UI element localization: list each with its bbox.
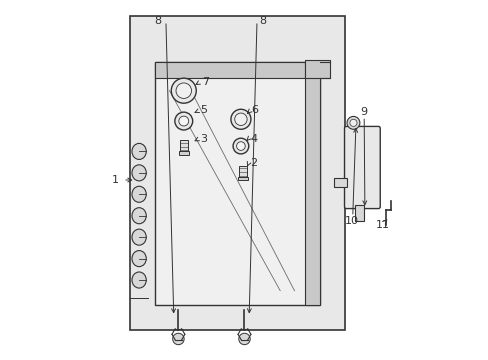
Bar bbox=[130, 16, 344, 330]
Ellipse shape bbox=[132, 186, 146, 202]
Text: 7: 7 bbox=[201, 77, 208, 87]
Ellipse shape bbox=[132, 229, 146, 245]
Ellipse shape bbox=[132, 143, 146, 159]
Text: 6: 6 bbox=[251, 105, 258, 115]
Circle shape bbox=[230, 109, 250, 129]
Bar bbox=[305, 62, 319, 305]
Circle shape bbox=[234, 113, 246, 126]
Circle shape bbox=[179, 116, 188, 126]
Bar bbox=[155, 62, 319, 78]
Ellipse shape bbox=[132, 208, 146, 224]
Circle shape bbox=[176, 83, 191, 98]
Bar bbox=[237, 177, 247, 180]
Text: 2: 2 bbox=[250, 158, 257, 168]
Circle shape bbox=[172, 333, 184, 345]
Text: 3: 3 bbox=[200, 134, 206, 144]
Circle shape bbox=[175, 112, 192, 130]
Text: 8: 8 bbox=[154, 16, 162, 26]
Ellipse shape bbox=[132, 251, 146, 267]
Circle shape bbox=[346, 116, 359, 129]
Bar bbox=[155, 62, 319, 305]
Text: 8: 8 bbox=[258, 16, 265, 26]
Ellipse shape bbox=[132, 272, 146, 288]
Bar bbox=[305, 60, 329, 78]
Text: 1: 1 bbox=[112, 175, 119, 185]
Text: 10: 10 bbox=[344, 216, 358, 226]
Text: 9: 9 bbox=[360, 107, 367, 117]
Circle shape bbox=[349, 119, 356, 126]
Text: 5: 5 bbox=[200, 105, 206, 115]
Bar bbox=[178, 152, 188, 155]
Bar bbox=[333, 178, 346, 187]
Bar bbox=[238, 166, 246, 177]
Text: 4: 4 bbox=[250, 134, 257, 144]
Circle shape bbox=[171, 78, 196, 103]
Text: 11: 11 bbox=[375, 220, 389, 230]
Circle shape bbox=[233, 138, 248, 154]
Ellipse shape bbox=[132, 165, 146, 181]
Bar bbox=[354, 205, 364, 221]
Circle shape bbox=[236, 142, 245, 150]
FancyBboxPatch shape bbox=[344, 126, 380, 208]
Bar bbox=[180, 140, 187, 152]
Circle shape bbox=[238, 333, 250, 345]
